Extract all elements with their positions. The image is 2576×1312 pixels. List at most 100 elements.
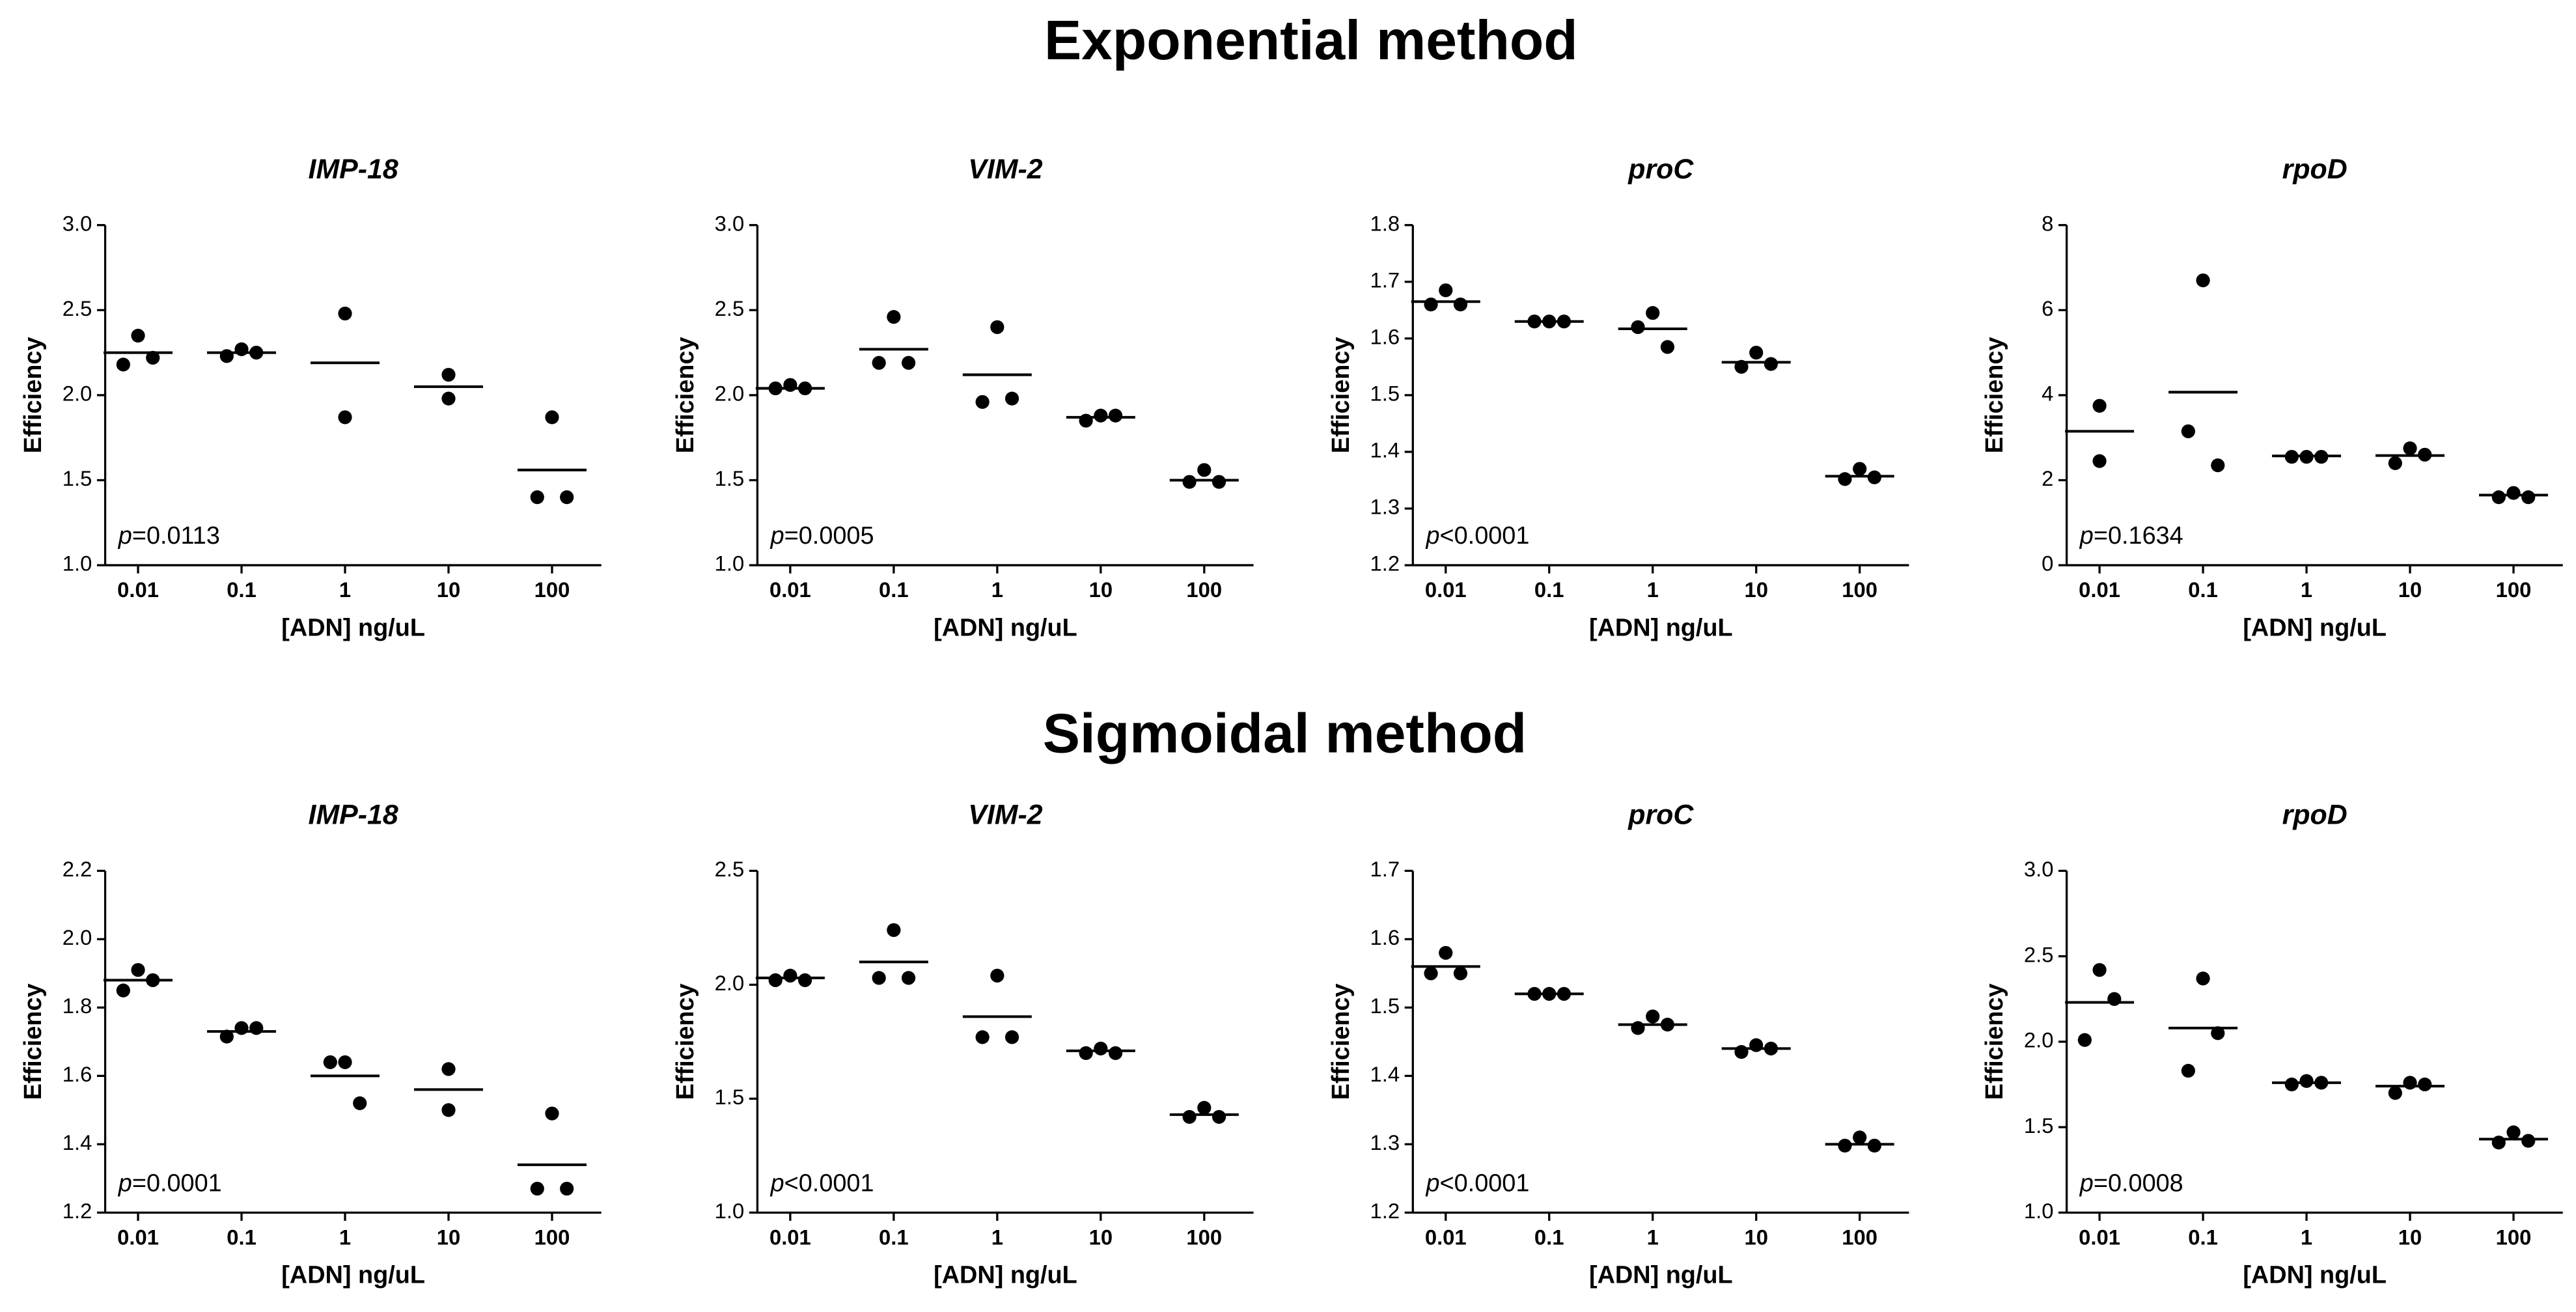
- data-point: [1764, 357, 1779, 371]
- data-point: [1453, 298, 1468, 312]
- y-axis-label: Efficiency: [1327, 983, 1355, 1100]
- y-tick-label: 2.5: [2024, 942, 2054, 966]
- y-axis-label: Efficiency: [672, 337, 699, 454]
- data-point: [1631, 1021, 1645, 1035]
- y-tick-label: 2.0: [715, 971, 745, 995]
- data-point: [1424, 298, 1438, 312]
- data-point: [1197, 463, 1212, 477]
- y-tick-label: 8: [2042, 211, 2053, 235]
- y-tick-label: 0: [2042, 551, 2053, 576]
- data-point: [116, 983, 130, 998]
- y-tick-label: 1.0: [715, 1199, 745, 1223]
- x-axis-label: [ADN] ng/uL: [281, 614, 425, 641]
- y-tick-label: 2: [2042, 466, 2053, 490]
- x-tick-label: 100: [1186, 1225, 1222, 1249]
- data-point: [1108, 1046, 1123, 1060]
- data-point: [1646, 306, 1660, 320]
- data-point: [2196, 273, 2210, 288]
- data-point: [1212, 475, 1226, 489]
- y-tick-label: 2.5: [62, 296, 92, 320]
- x-tick-label: 0.01: [1425, 578, 1467, 602]
- data-point: [872, 971, 886, 985]
- data-point: [1631, 320, 1645, 335]
- section-title: Sigmoidal method: [1043, 703, 1527, 765]
- y-axis-label: Efficiency: [1327, 337, 1355, 454]
- data-point: [2107, 992, 2122, 1006]
- data-point: [441, 1103, 456, 1117]
- data-point: [560, 1181, 574, 1196]
- data-point: [797, 973, 812, 988]
- data-point: [2196, 971, 2210, 986]
- y-tick-label: 1.3: [1370, 1130, 1400, 1154]
- data-point: [1439, 945, 1453, 960]
- y-tick-label: 3.0: [715, 211, 745, 235]
- data-point: [219, 349, 234, 363]
- data-point: [1867, 1138, 1881, 1153]
- data-point: [1094, 408, 1108, 423]
- data-point: [219, 1029, 234, 1044]
- x-tick-label: 1: [1647, 1225, 1659, 1249]
- x-tick-label: 0.1: [2188, 1225, 2218, 1249]
- data-point: [1424, 966, 1438, 981]
- x-tick-label: 1: [1647, 578, 1659, 602]
- data-point: [1734, 1045, 1749, 1059]
- x-tick-label: 1: [2301, 578, 2312, 602]
- data-point: [116, 357, 130, 372]
- x-tick-label: 100: [534, 1225, 570, 1249]
- data-point: [975, 1030, 990, 1044]
- annotation: p=0.0008: [2079, 1169, 2183, 1197]
- data-point: [887, 310, 901, 324]
- y-tick-label: 1.3: [1370, 495, 1400, 519]
- data-point: [768, 973, 782, 988]
- y-axis-label: Efficiency: [20, 337, 47, 454]
- data-point: [2181, 424, 2195, 438]
- data-point: [234, 342, 249, 356]
- y-axis-label: Efficiency: [672, 983, 699, 1100]
- chart-title: rpoD: [2282, 154, 2347, 185]
- y-tick-label: 4: [2042, 382, 2053, 406]
- data-point: [131, 963, 145, 977]
- x-tick-label: 0.01: [117, 578, 159, 602]
- annotation: p<0.0001: [1425, 1169, 1529, 1197]
- y-axis-label: Efficiency: [1981, 983, 2008, 1100]
- x-axis-label: [ADN] ng/uL: [934, 1262, 1077, 1289]
- y-tick-label: 1.7: [1370, 268, 1400, 292]
- y-tick-label: 1.8: [1370, 211, 1400, 235]
- x-tick-label: 100: [2496, 578, 2532, 602]
- x-tick-label: 10: [1744, 1225, 1767, 1249]
- data-point: [990, 320, 1004, 335]
- x-tick-label: 10: [1744, 578, 1767, 602]
- section-title: Exponential method: [1044, 9, 1578, 72]
- x-axis-label: [ADN] ng/uL: [1589, 614, 1733, 641]
- x-tick-label: 100: [1842, 578, 1877, 602]
- y-tick-label: 1.7: [1370, 857, 1400, 881]
- data-point: [1108, 408, 1123, 423]
- y-tick-label: 1.4: [1370, 438, 1400, 462]
- y-tick-label: 1.4: [62, 1130, 92, 1154]
- x-tick-label: 0.01: [2079, 1225, 2120, 1249]
- y-axis-label: Efficiency: [1981, 337, 2008, 454]
- data-point: [1197, 1100, 1212, 1115]
- data-point: [783, 378, 797, 392]
- y-tick-label: 3.0: [2024, 857, 2054, 881]
- data-point: [1646, 1009, 1660, 1024]
- data-point: [1004, 1030, 1019, 1044]
- chart-title: VIM-2: [968, 154, 1043, 185]
- data-point: [2092, 398, 2107, 413]
- data-point: [2299, 1074, 2314, 1088]
- x-tick-label: 10: [2398, 578, 2422, 602]
- data-point: [249, 1021, 264, 1035]
- data-point: [2506, 486, 2521, 500]
- y-tick-label: 1.0: [62, 551, 92, 576]
- data-point: [2092, 963, 2107, 977]
- data-point: [441, 391, 456, 406]
- data-point: [2521, 490, 2536, 505]
- data-point: [1079, 1046, 1093, 1060]
- y-axis-label: Efficiency: [20, 983, 47, 1100]
- x-tick-label: 1: [339, 578, 351, 602]
- annotation: p<0.0001: [770, 1169, 874, 1197]
- data-point: [1212, 1110, 1226, 1124]
- x-tick-label: 0.1: [227, 1225, 256, 1249]
- data-point: [1182, 475, 1197, 489]
